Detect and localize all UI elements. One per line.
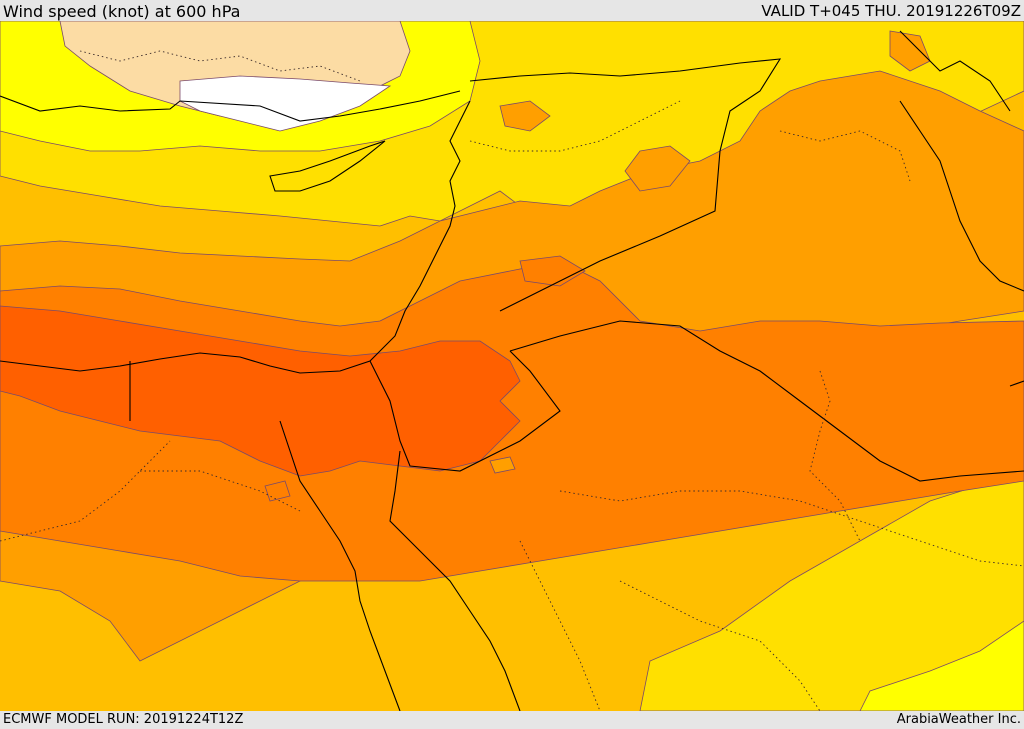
- model-run-label: ECMWF MODEL RUN: 20191224T12Z: [3, 712, 244, 727]
- patch-deep-1: [519, 255, 586, 287]
- band-bright-yellow-corner: [859, 620, 1024, 711]
- coast-mediterranean: [0, 100, 471, 374]
- patch-orange-1: [624, 145, 691, 192]
- border-dotted-6: [469, 100, 681, 152]
- patch-orange-3: [889, 30, 931, 72]
- border-sinai: [369, 350, 561, 472]
- patch-deep-3: [489, 456, 516, 474]
- border-dotted-8: [619, 580, 821, 711]
- patch-orange-2: [499, 100, 551, 132]
- border-dotted-1: [0, 440, 171, 542]
- valid-time-label: VALID T+045 THU. 20191226T09Z: [761, 2, 1021, 20]
- coast-red-sea-west: [279, 420, 401, 711]
- coast-cyprus: [269, 140, 386, 192]
- coast-caspian: [899, 30, 1011, 112]
- map-title: Wind speed (knot) at 600 hPa: [3, 2, 241, 21]
- patch-deep-2: [264, 480, 291, 502]
- border-iraq-iran: [899, 100, 1024, 292]
- wind-speed-map: [0, 21, 1024, 711]
- border-dotted-5: [779, 130, 911, 182]
- band-yellow-southeast: [639, 470, 1024, 711]
- border-dotted-4: [809, 370, 861, 542]
- credit-label: ArabiaWeather Inc.: [896, 712, 1021, 727]
- coast-turkey-south: [0, 90, 461, 122]
- coast-red-sea-east: [389, 450, 521, 711]
- footer-bar: ECMWF MODEL RUN: 20191224T12Z ArabiaWeat…: [0, 711, 1024, 729]
- band-deep-orange: [0, 305, 521, 477]
- header-bar: Wind speed (knot) at 600 hPa VALID T+045…: [0, 0, 1024, 21]
- border-syria-iraq: [469, 58, 782, 312]
- border-jordan-saudi: [509, 320, 1024, 482]
- coast-persian-gulf: [1009, 380, 1024, 387]
- border-dotted-3: [559, 490, 1024, 567]
- band-white: [179, 75, 392, 132]
